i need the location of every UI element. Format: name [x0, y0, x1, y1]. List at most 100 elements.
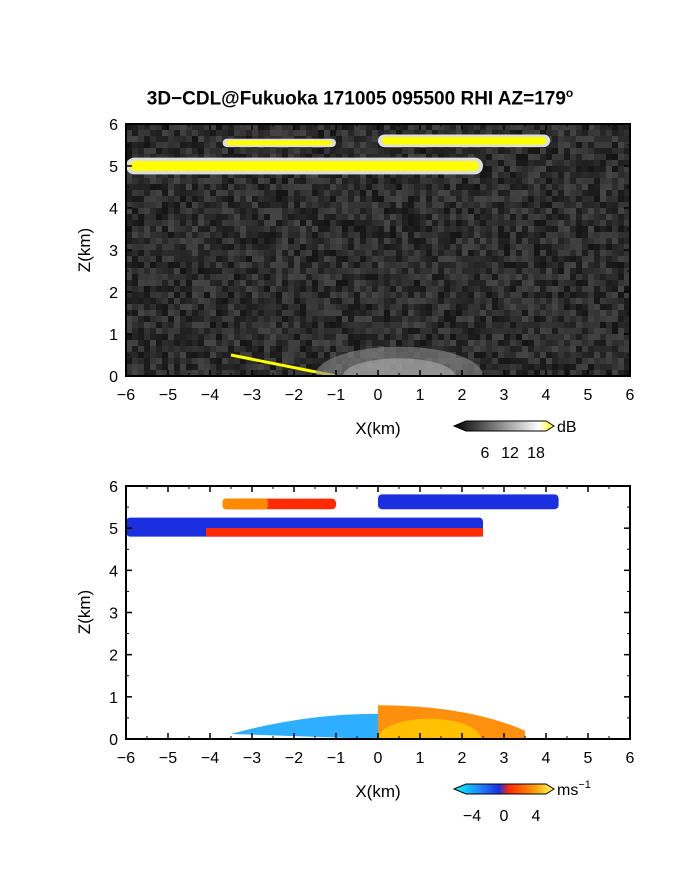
noise-cell	[144, 250, 150, 256]
noise-cell	[534, 208, 540, 214]
noise-cell	[204, 268, 210, 274]
noise-cell	[540, 364, 546, 370]
noise-cell	[282, 280, 288, 286]
noise-cell	[330, 172, 336, 178]
noise-cell	[552, 364, 558, 370]
noise-cell	[522, 304, 528, 310]
noise-cell	[510, 298, 516, 304]
noise-cell	[156, 358, 162, 364]
noise-cell	[456, 238, 462, 244]
noise-cell	[264, 316, 270, 322]
noise-cell	[138, 136, 144, 142]
noise-cell	[492, 274, 498, 280]
noise-cell	[510, 370, 516, 376]
noise-cell	[462, 190, 468, 196]
noise-cell	[468, 292, 474, 298]
noise-cell	[576, 286, 582, 292]
noise-cell	[540, 274, 546, 280]
noise-cell	[144, 334, 150, 340]
noise-cell	[468, 190, 474, 196]
noise-cell	[288, 334, 294, 340]
noise-cell	[330, 244, 336, 250]
noise-cell	[546, 334, 552, 340]
noise-cell	[618, 214, 624, 220]
noise-cell	[528, 130, 534, 136]
noise-cell	[246, 262, 252, 268]
noise-cell	[426, 280, 432, 286]
noise-cell	[210, 238, 216, 244]
noise-cell	[282, 370, 288, 376]
noise-cell	[612, 286, 618, 292]
noise-cell	[354, 286, 360, 292]
noise-cell	[588, 310, 594, 316]
noise-cell	[576, 310, 582, 316]
noise-cell	[204, 226, 210, 232]
noise-cell	[204, 322, 210, 328]
noise-cell	[138, 304, 144, 310]
noise-cell	[330, 130, 336, 136]
noise-cell	[162, 358, 168, 364]
noise-cell	[438, 130, 444, 136]
noise-cell	[156, 304, 162, 310]
noise-cell	[258, 256, 264, 262]
noise-cell	[456, 226, 462, 232]
noise-cell	[306, 244, 312, 250]
noise-cell	[456, 172, 462, 178]
noise-cell	[300, 124, 306, 130]
noise-cell	[438, 172, 444, 178]
noise-cell	[228, 316, 234, 322]
noise-cell	[150, 208, 156, 214]
noise-cell	[312, 268, 318, 274]
noise-cell	[624, 238, 630, 244]
noise-cell	[156, 286, 162, 292]
noise-cell	[408, 214, 414, 220]
noise-cell	[528, 340, 534, 346]
noise-cell	[318, 316, 324, 322]
noise-cell	[444, 148, 450, 154]
noise-cell	[138, 292, 144, 298]
noise-cell	[420, 244, 426, 250]
noise-cell	[546, 148, 552, 154]
noise-cell	[216, 358, 222, 364]
noise-cell	[408, 148, 414, 154]
noise-cell	[192, 334, 198, 340]
noise-cell	[300, 274, 306, 280]
noise-cell	[288, 358, 294, 364]
noise-cell	[546, 208, 552, 214]
noise-cell	[432, 322, 438, 328]
noise-cell	[366, 340, 372, 346]
noise-cell	[600, 322, 606, 328]
noise-cell	[510, 286, 516, 292]
noise-cell	[534, 262, 540, 268]
noise-cell	[444, 190, 450, 196]
noise-cell	[510, 166, 516, 172]
noise-cell	[198, 148, 204, 154]
noise-cell	[252, 274, 258, 280]
noise-cell	[240, 262, 246, 268]
noise-cell	[312, 178, 318, 184]
noise-cell	[384, 262, 390, 268]
noise-cell	[456, 352, 462, 358]
noise-cell	[540, 268, 546, 274]
noise-cell	[150, 364, 156, 370]
noise-cell	[138, 250, 144, 256]
noise-cell	[426, 148, 432, 154]
noise-cell	[204, 316, 210, 322]
noise-cell	[270, 178, 276, 184]
noise-cell	[258, 328, 264, 334]
noise-cell	[564, 202, 570, 208]
noise-cell	[612, 304, 618, 310]
noise-cell	[420, 316, 426, 322]
noise-cell	[444, 130, 450, 136]
noise-cell	[462, 172, 468, 178]
noise-cell	[594, 304, 600, 310]
noise-cell	[606, 364, 612, 370]
noise-cell	[216, 136, 222, 142]
noise-cell	[384, 322, 390, 328]
noise-cell	[522, 166, 528, 172]
noise-cell	[198, 190, 204, 196]
noise-cell	[150, 292, 156, 298]
noise-cell	[486, 124, 492, 130]
noise-cell	[462, 178, 468, 184]
noise-cell	[510, 226, 516, 232]
